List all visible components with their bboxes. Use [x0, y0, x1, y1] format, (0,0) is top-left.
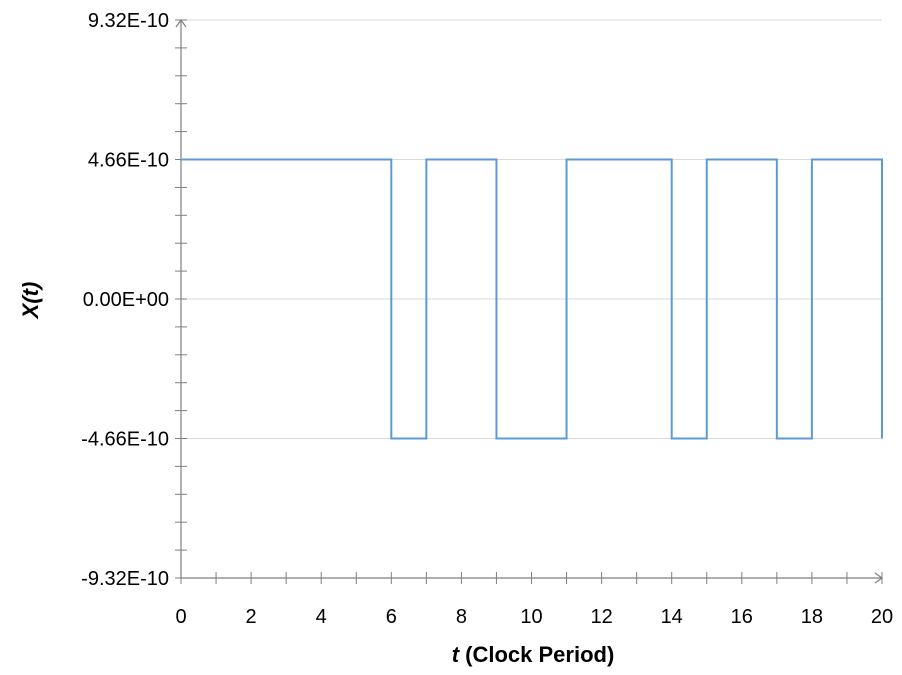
y-tick-label: -4.66E-10: [81, 429, 169, 451]
x-tick-label: 14: [661, 606, 683, 628]
series-layer: [181, 158, 883, 440]
x-tick-label: 16: [731, 606, 753, 628]
x-tick-label: 4: [316, 606, 327, 628]
x-tick-labels: 0 2 4 6 8 10 12 14 16 18 20: [175, 606, 893, 628]
y-tick-label: -9.32E-10: [81, 568, 169, 590]
y-tick-label: 4.66E-10: [88, 150, 169, 172]
y-tick-label: 0.00E+00: [83, 289, 169, 311]
y-axis-title: X(t): [18, 282, 43, 321]
x-tick-label: 18: [801, 606, 823, 628]
x-axis-arrow: [874, 572, 884, 584]
x-tick-label: 8: [456, 606, 467, 628]
x-axis-title-text: (Clock Period): [459, 642, 614, 667]
x-axis-title: t (Clock Period): [452, 642, 615, 667]
x-tick-label: 6: [386, 606, 397, 628]
x-axis-title-variable: t: [452, 642, 461, 667]
x-tick-label: 12: [590, 606, 612, 628]
y-axis-arrow: [175, 18, 187, 28]
x-tick-label: 0: [175, 606, 186, 628]
x-tick-label: 2: [246, 606, 257, 628]
x-tick-label: 20: [871, 606, 893, 628]
axes: [175, 18, 884, 584]
y-tick-label: 9.32E-10: [88, 10, 169, 32]
y-tick-labels: 9.32E-10 4.66E-10 0.00E+00 -4.66E-10 -9.32E-…: [81, 10, 169, 590]
series-line-0: [181, 158, 883, 440]
x-tick-label: 10: [520, 606, 542, 628]
